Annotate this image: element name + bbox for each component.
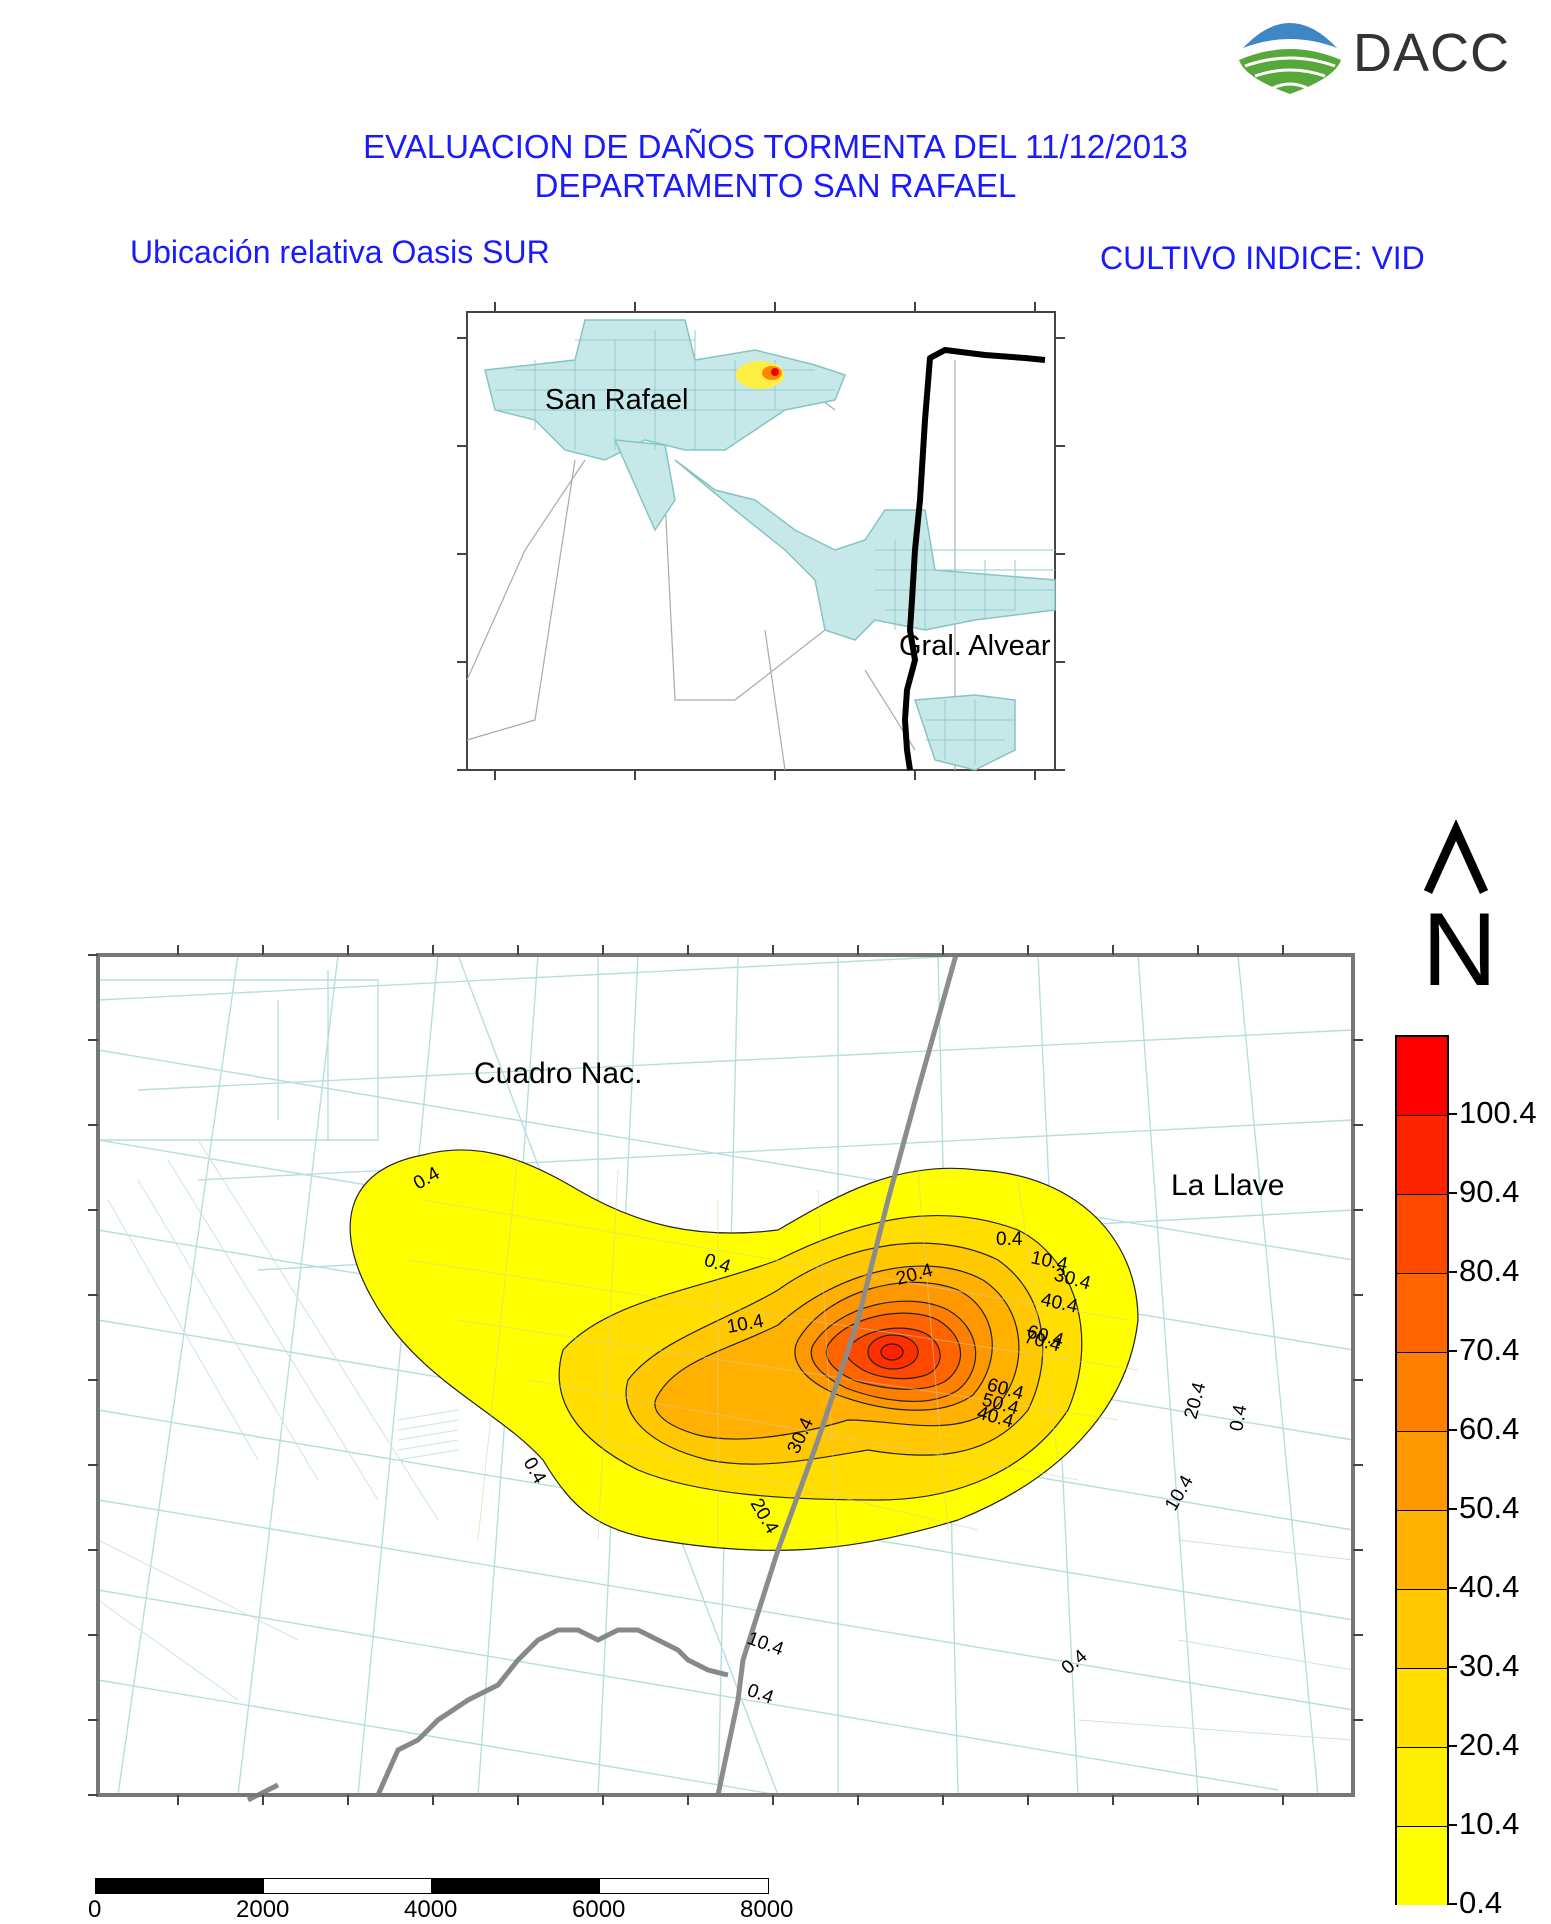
legend-label: 30.4 bbox=[1459, 1648, 1520, 1683]
legend-label: 10.4 bbox=[1459, 1806, 1520, 1841]
legend-swatch bbox=[1397, 1352, 1447, 1431]
dacc-logo-icon bbox=[1239, 23, 1341, 94]
legend-tick bbox=[1449, 1587, 1457, 1589]
legend-label: 90.4 bbox=[1459, 1174, 1520, 1209]
scale-tick-label: 2000 bbox=[236, 1896, 290, 1923]
scale-tick-label: 4000 bbox=[404, 1896, 458, 1923]
contour-label: 0.4 bbox=[1226, 1403, 1251, 1433]
legend-tick bbox=[1449, 1429, 1457, 1431]
place-label-gral-alvear: Gral. Alvear bbox=[899, 630, 1051, 662]
province-border-line bbox=[902, 347, 1046, 771]
logo-text: DACC bbox=[1353, 23, 1511, 83]
legend-swatch bbox=[1397, 1431, 1447, 1510]
legend-tick bbox=[1449, 1666, 1457, 1668]
place-label-cuadro-nac: Cuadro Nac. bbox=[474, 1057, 642, 1090]
legend-swatch bbox=[1397, 1273, 1447, 1352]
legend-swatch bbox=[1397, 1115, 1447, 1194]
north-arrow-icon bbox=[1423, 820, 1489, 894]
main-road bbox=[715, 954, 959, 1796]
legend-swatch bbox=[1397, 1589, 1447, 1668]
title-line-2: DEPARTAMENTO SAN RAFAEL bbox=[534, 167, 1017, 204]
scale-segment-4 bbox=[599, 1878, 769, 1894]
color-legend: 100.4 90.4 80.4 70.4 60.4 50.4 40.4 30.4 20.4 10.… bbox=[1395, 1035, 1551, 1920]
legend-swatch bbox=[1397, 1194, 1447, 1273]
legend-swatch bbox=[1397, 1668, 1447, 1747]
dacc-logo: DACC bbox=[1235, 8, 1535, 98]
north-letter: N bbox=[1422, 892, 1498, 1008]
subtitle-left: Ubicación relativa Oasis SUR bbox=[130, 234, 550, 270]
subtitle-right: CULTIVO INDICE: VID bbox=[1100, 240, 1425, 276]
legend-tick bbox=[1449, 1903, 1457, 1905]
legend-tick bbox=[1449, 1508, 1457, 1510]
scale-segment-2 bbox=[263, 1878, 433, 1894]
legend-tick bbox=[1449, 1824, 1457, 1826]
legend-swatch bbox=[1397, 1510, 1447, 1589]
scale-bar: 0 2000 4000 6000 8000 bbox=[80, 1878, 800, 1923]
legend-label: 60.4 bbox=[1459, 1411, 1520, 1446]
legend-tick bbox=[1449, 1113, 1457, 1115]
scale-tick-label: 6000 bbox=[572, 1896, 626, 1923]
north-arrow: N bbox=[1410, 820, 1510, 1008]
legend-label: 40.4 bbox=[1459, 1569, 1520, 1604]
legend-swatch bbox=[1397, 1826, 1447, 1905]
legend-label: 0.4 bbox=[1459, 1885, 1503, 1920]
legend-label: 70.4 bbox=[1459, 1332, 1520, 1367]
legend-labels: 100.4 90.4 80.4 70.4 60.4 50.4 40.4 30.4 20.4 10.… bbox=[1449, 1035, 1551, 1920]
scale-tick-label: 8000 bbox=[740, 1896, 794, 1923]
legend-label: 100.4 bbox=[1459, 1095, 1537, 1130]
legend-label: 20.4 bbox=[1459, 1727, 1520, 1762]
legend-tick bbox=[1449, 1745, 1457, 1747]
contour-label: 0.4 bbox=[996, 1229, 1023, 1250]
legend-tick bbox=[1449, 1192, 1457, 1194]
place-label-san-rafael: San Rafael bbox=[545, 384, 689, 416]
place-label-la-llave: La Llave bbox=[1171, 1169, 1284, 1202]
river bbox=[375, 1627, 729, 1797]
legend-label: 80.4 bbox=[1459, 1253, 1520, 1288]
legend-label: 50.4 bbox=[1459, 1490, 1520, 1525]
legend-tick bbox=[1449, 1350, 1457, 1352]
scale-tick-label: 0 bbox=[88, 1896, 102, 1923]
legend-tick bbox=[1449, 1271, 1457, 1273]
scale-segment-3 bbox=[431, 1878, 601, 1894]
legend-swatch bbox=[1397, 1037, 1447, 1115]
legend-color-bar bbox=[1395, 1035, 1449, 1905]
legend-swatch bbox=[1397, 1747, 1447, 1826]
inset-map: San Rafael Gral. Alvear bbox=[457, 302, 1065, 780]
scale-segment-1 bbox=[95, 1878, 265, 1894]
main-map: Cuadro Nac. La Llave 0.4 0.4 0.4 0.4 0.4… bbox=[88, 945, 1363, 1805]
title-line-1: EVALUACION DE DAÑOS TORMENTA DEL 11/12/2… bbox=[363, 128, 1188, 165]
